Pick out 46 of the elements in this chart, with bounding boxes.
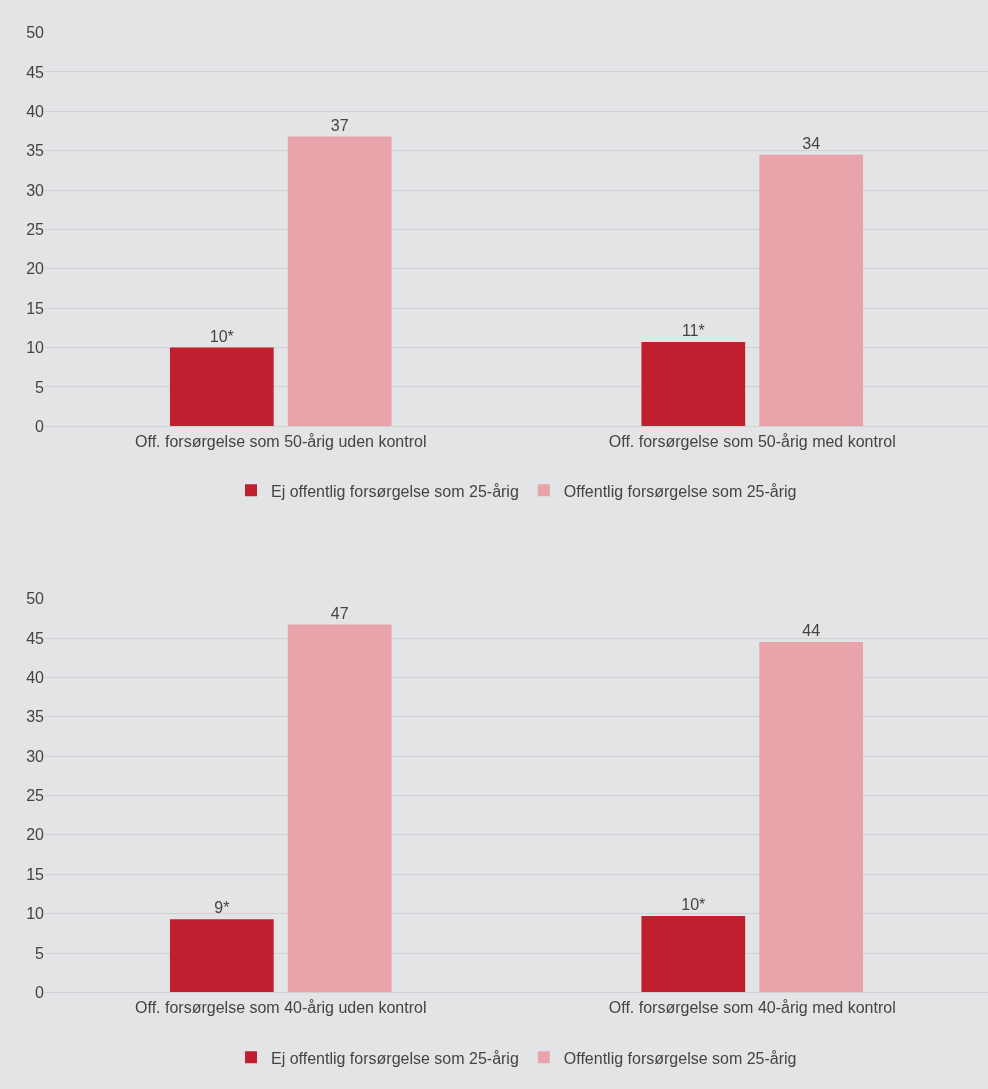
y-tick-label: 15: [26, 865, 45, 883]
y-tick-label: 25: [26, 221, 45, 239]
legend-label: Offentlig forsørgelse som 25-årig: [563, 482, 797, 500]
legend-label: Ej offentlig forsørgelse som 25-årig: [271, 482, 519, 500]
y-tick-label: 10: [26, 339, 45, 357]
data-label: 10*: [209, 327, 234, 345]
bar: [641, 342, 746, 427]
data-label: 37: [330, 116, 349, 134]
bar: [287, 136, 392, 427]
y-tick-label: 5: [35, 944, 45, 962]
y-tick-label: 30: [26, 181, 45, 199]
y-tick-label: 35: [26, 142, 45, 160]
bar: [641, 916, 746, 993]
bar: [169, 919, 274, 993]
bar: [759, 641, 864, 993]
y-tick-label: 40: [26, 668, 45, 686]
x-tick-label: Off. forsørgelse som 40-årig uden kontrol: [135, 998, 427, 1016]
x-tick-label: Off. forsørgelse som 50-årig med kontrol: [608, 432, 896, 450]
data-label: 34: [802, 134, 821, 152]
bar: [287, 624, 392, 993]
y-tick-label: 45: [26, 629, 45, 647]
bar: [169, 347, 274, 427]
y-tick-label: 10: [26, 905, 45, 923]
x-tick-label: Off. forsørgelse som 50-årig uden kontrol: [135, 432, 427, 450]
data-label: 10*: [681, 896, 706, 913]
legend-label: Ej offentlig forsørgelse som 25-årig: [271, 1049, 519, 1067]
y-tick-label: 35: [26, 708, 45, 726]
data-label: 47: [330, 604, 349, 622]
data-label: 9*: [214, 899, 230, 917]
data-label: 11*: [681, 322, 705, 340]
y-tick-label: 15: [26, 299, 45, 317]
x-tick-label: Off. forsørgelse som 40-årig med kontrol: [608, 998, 896, 1016]
bar: [759, 154, 864, 427]
y-tick-label: 50: [26, 590, 45, 608]
y-tick-label: 40: [26, 102, 45, 120]
y-tick-label: 45: [26, 63, 45, 81]
y-tick-label: 20: [26, 260, 45, 278]
y-tick-label: 30: [26, 747, 45, 765]
y-tick-label: 5: [35, 378, 45, 396]
y-tick-label: 50: [26, 24, 45, 42]
y-tick-label: 0: [35, 983, 45, 1001]
legend-label: Offentlig forsørgelse som 25-årig: [563, 1049, 797, 1067]
y-tick-label: 0: [35, 417, 45, 435]
data-label: 44: [802, 621, 821, 639]
y-tick-label: 25: [26, 787, 45, 805]
y-tick-label: 20: [26, 826, 45, 844]
